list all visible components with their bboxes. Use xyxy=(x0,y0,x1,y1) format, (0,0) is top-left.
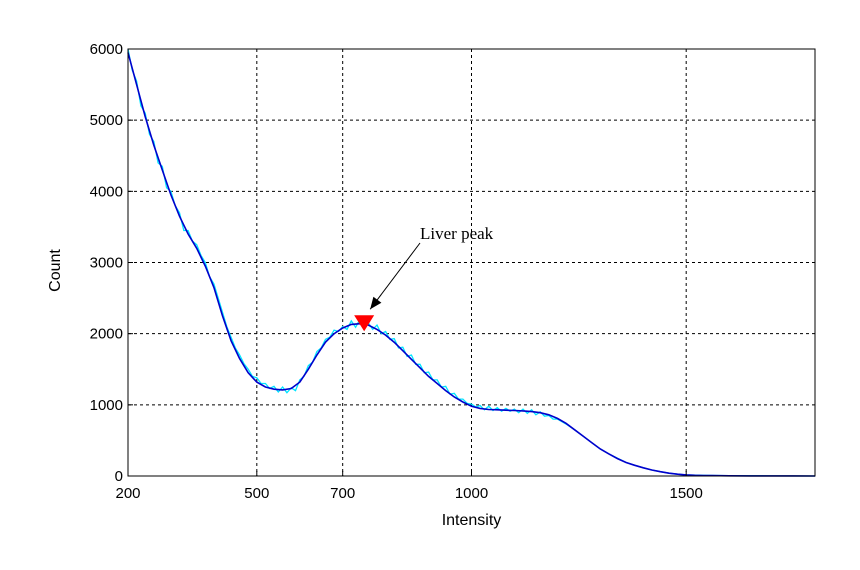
raw-series-line xyxy=(127,48,816,477)
series-layer xyxy=(127,48,816,477)
annotation-arrow-line xyxy=(369,242,421,310)
grid-lines xyxy=(128,49,815,476)
peak-marker-triangle xyxy=(354,315,375,332)
y-tick-1000: 1000 xyxy=(90,397,123,414)
y-tick-0: 0 xyxy=(115,468,123,485)
x-axis-title: Intensity xyxy=(442,512,502,529)
annotation-arrow-head xyxy=(370,296,382,310)
annotation-label: Liver peak xyxy=(420,224,494,243)
x-tick-500: 500 xyxy=(244,485,269,502)
y-tick-4000: 4000 xyxy=(90,183,123,200)
x-tick-1500: 1500 xyxy=(670,485,703,502)
smooth-series-line xyxy=(127,52,816,477)
x-tick-1000: 1000 xyxy=(455,485,488,502)
x-tick-200: 200 xyxy=(115,485,140,502)
x-tick-labels: 200 500 700 1000 1500 xyxy=(115,471,703,502)
y-tick-3000: 3000 xyxy=(90,255,123,272)
x-tick-700: 700 xyxy=(330,485,355,502)
y-axis-title: Count xyxy=(47,249,64,292)
y-tick-5000: 5000 xyxy=(90,112,123,129)
y-tick-labels: 0 1000 2000 3000 4000 5000 6000 xyxy=(90,41,133,485)
liver-peak-annotation: Liver peak xyxy=(354,224,494,332)
y-tick-6000: 6000 xyxy=(90,41,123,58)
y-tick-2000: 2000 xyxy=(90,326,123,343)
